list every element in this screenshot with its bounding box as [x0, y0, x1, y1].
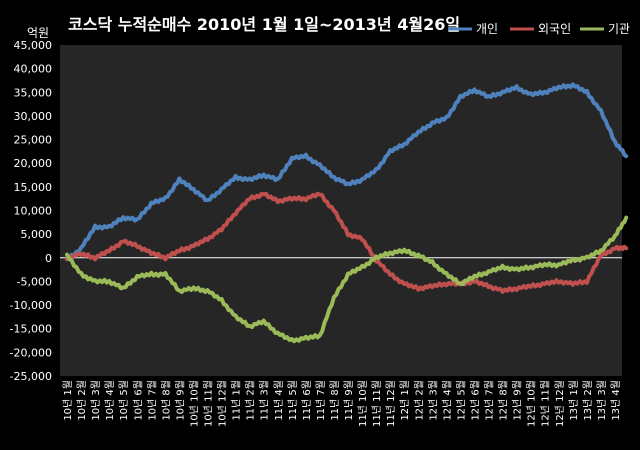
series-line-3: [65, 215, 629, 344]
x-tick-label: 13년 4월: [610, 380, 622, 421]
x-tick-label: 12년 11월: [540, 380, 552, 427]
y-tick-label: 35,000: [14, 86, 53, 99]
y-tick-label: -20,000: [10, 346, 52, 359]
x-tick-label: 11년 7월: [315, 380, 327, 421]
x-tick-label: 10년 7월: [146, 380, 158, 421]
x-tick-label: 12년 3월: [427, 380, 439, 421]
x-tick-label: 12년 8월: [498, 380, 510, 421]
x-tick-label: 11년 3월: [259, 380, 271, 421]
x-tick-label: 12년 5월: [455, 380, 467, 421]
legend-label-2: 외국인: [538, 22, 571, 36]
legend-label-3: 기관: [608, 22, 630, 36]
y-tick-label: 15,000: [14, 181, 53, 194]
x-tick-label: 12년 2월: [413, 380, 425, 421]
x-tick-label: 13년 2월: [582, 380, 594, 421]
x-tick-label: 10년 10월: [188, 380, 200, 427]
x-tick-label: 10년 8월: [160, 380, 172, 421]
x-tick-label: 12년 9월: [512, 380, 524, 421]
x-tick-label: 13년 1월: [568, 380, 580, 421]
x-tick-label: 10년 6월: [132, 380, 144, 421]
y-axis: 45,000 40,000 35,000 30,000 25,000 20,000 15,0…: [10, 39, 622, 383]
x-tick-label: 10년 9월: [174, 380, 186, 421]
x-tick-label: 11년 8월: [329, 380, 341, 421]
y-tick-label: 0: [45, 252, 52, 265]
x-tick-label: 12년 12월: [554, 380, 566, 427]
y-tick-label: -10,000: [10, 299, 52, 312]
series-line-1: [65, 82, 629, 262]
y-tick-label: 45,000: [14, 39, 53, 52]
x-tick-label: 10년 11월: [203, 380, 215, 427]
x-tick-label: 11년 4월: [273, 380, 285, 421]
series-layer: [65, 82, 629, 344]
x-tick-label: 10년 3월: [90, 380, 102, 421]
series-line-2: [65, 191, 629, 294]
y-tick-label: 20,000: [14, 157, 53, 170]
x-tick-label: 12년 10월: [526, 380, 538, 427]
x-tick-label: 11년 10월: [357, 380, 369, 427]
x-tick-label: 10년 12월: [217, 380, 229, 427]
y-tick-label: -15,000: [10, 323, 52, 336]
legend-label-1: 개인: [476, 22, 498, 36]
x-tick-label: 11년 11월: [371, 380, 383, 427]
x-axis: 10년 1월 10년 2월 10년 3월 10년 4월 10년 5월 10년 6월 10년 …: [62, 380, 622, 427]
y-axis-unit-label: 억원: [27, 26, 49, 40]
x-tick-label: 11년 9월: [343, 380, 355, 421]
legend: 개인 외국인 기관: [448, 22, 630, 36]
x-tick-label: 12년 6월: [469, 380, 481, 421]
x-tick-label: 12년 1월: [399, 380, 411, 421]
x-tick-label: 12년 7월: [484, 380, 496, 421]
x-tick-label: 10년 2월: [76, 380, 88, 421]
y-tick-label: 10,000: [14, 205, 53, 218]
x-tick-label: 10년 5월: [118, 380, 130, 421]
x-tick-label: 11년 1월: [231, 380, 243, 421]
y-tick-label: 30,000: [14, 110, 53, 123]
y-tick-label: -5,000: [17, 275, 52, 288]
x-tick-label: 12년 4월: [441, 380, 453, 421]
y-tick-label: -25,000: [10, 370, 52, 383]
chart-title: 코스닥 누적순매수 2010년 1월 1일~2013년 4월26일: [68, 15, 460, 34]
y-tick-label: 5,000: [21, 228, 53, 241]
x-tick-label: 13년 3월: [596, 380, 608, 421]
x-tick-label: 10년 4월: [104, 380, 116, 421]
y-tick-label: 40,000: [14, 63, 53, 76]
plot-area: [60, 45, 622, 376]
x-tick-label: 11년 12월: [385, 380, 397, 427]
x-tick-label: 11년 5월: [287, 380, 299, 421]
x-tick-label: 11년 2월: [245, 380, 257, 421]
y-tick-label: 25,000: [14, 134, 53, 147]
x-tick-label: 10년 1월: [62, 380, 74, 421]
x-tick-label: 11년 6월: [301, 380, 313, 421]
